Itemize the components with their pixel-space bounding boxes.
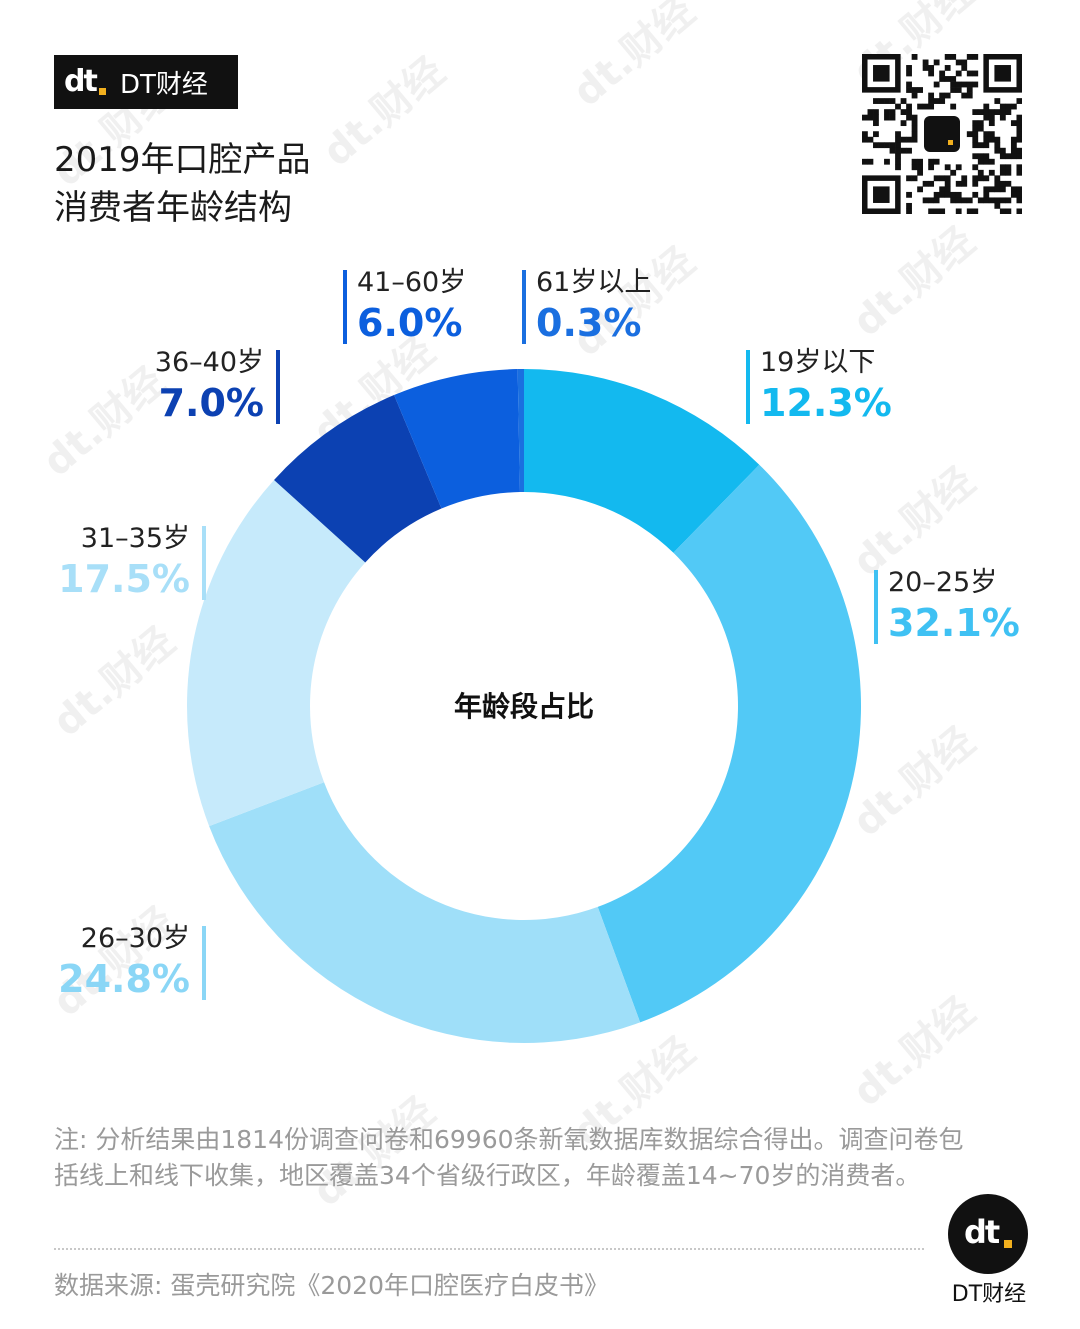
- donut-slice: [209, 782, 641, 1043]
- logo-dot: [99, 88, 106, 95]
- slice-value: 24.8%: [58, 957, 190, 1001]
- center-label: 年龄段占比: [454, 690, 594, 723]
- label-bar: [276, 350, 280, 424]
- slice-value: 6.0%: [357, 301, 463, 345]
- slice-value: 0.3%: [536, 301, 642, 345]
- slice-value: 17.5%: [58, 557, 190, 601]
- slice-category: 61岁以上: [536, 267, 652, 298]
- slice-label: 61岁以上 0.3%: [522, 266, 651, 346]
- title-line-2: 消费者年龄结构: [54, 188, 292, 228]
- label-bar: [522, 270, 526, 344]
- brand-badge: dt: [948, 1194, 1028, 1274]
- donut-slice: [274, 395, 442, 563]
- donut-slice: [597, 464, 862, 1023]
- page-title: 2019年口腔产品 消费者年龄结构: [54, 136, 311, 232]
- slice-category: 41–60岁: [357, 267, 467, 298]
- logo-mark-text: dt: [64, 64, 98, 99]
- brand-name: DT财经: [120, 69, 208, 100]
- slice-category: 31–35岁: [80, 523, 190, 554]
- qr-code-icon: [862, 54, 1022, 214]
- slice-label: 31–35岁 17.5%: [58, 522, 206, 602]
- slice-category: 26–30岁: [80, 923, 190, 954]
- badge-mark: dt: [964, 1213, 1000, 1251]
- slice-label: 19岁以下 12.3%: [746, 346, 892, 426]
- data-source: 数据来源: 蛋壳研究院《2020年口腔医疗白皮书》: [54, 1271, 609, 1300]
- label-bar: [343, 270, 347, 344]
- slice-label: 41–60岁 6.0%: [343, 266, 466, 346]
- donut-slice: [186, 479, 366, 827]
- slice-label: 20–25岁 32.1%: [874, 566, 1020, 646]
- label-bar: [202, 926, 206, 1000]
- donut-slice: [394, 369, 520, 509]
- slice-label: 26–30岁 24.8%: [58, 922, 206, 1002]
- slice-value: 7.0%: [158, 381, 264, 425]
- title-line-1: 2019年口腔产品: [54, 140, 311, 180]
- badge-label: DT财经: [951, 1282, 1027, 1307]
- label-bar: [202, 526, 206, 600]
- label-bar: [746, 350, 750, 424]
- brand-logo: dt DT财经: [54, 55, 238, 109]
- donut-slice: [524, 369, 760, 553]
- slice-category: 20–25岁: [888, 567, 998, 598]
- donut-slice: [517, 369, 524, 493]
- slice-value: 32.1%: [888, 601, 1020, 645]
- divider: [54, 1248, 924, 1250]
- footnote: 注: 分析结果由1814份调查问卷和69960条新氧数据库数据综合得出。调查问卷…: [54, 1125, 964, 1190]
- logo-mark: dt: [64, 65, 106, 99]
- slice-label: 36–40岁 7.0%: [155, 346, 280, 426]
- slice-category: 19岁以下: [760, 347, 876, 378]
- slice-value: 12.3%: [760, 381, 892, 425]
- slice-category: 36–40岁: [154, 347, 264, 378]
- badge-dot: [1004, 1240, 1012, 1248]
- label-bar: [874, 570, 878, 644]
